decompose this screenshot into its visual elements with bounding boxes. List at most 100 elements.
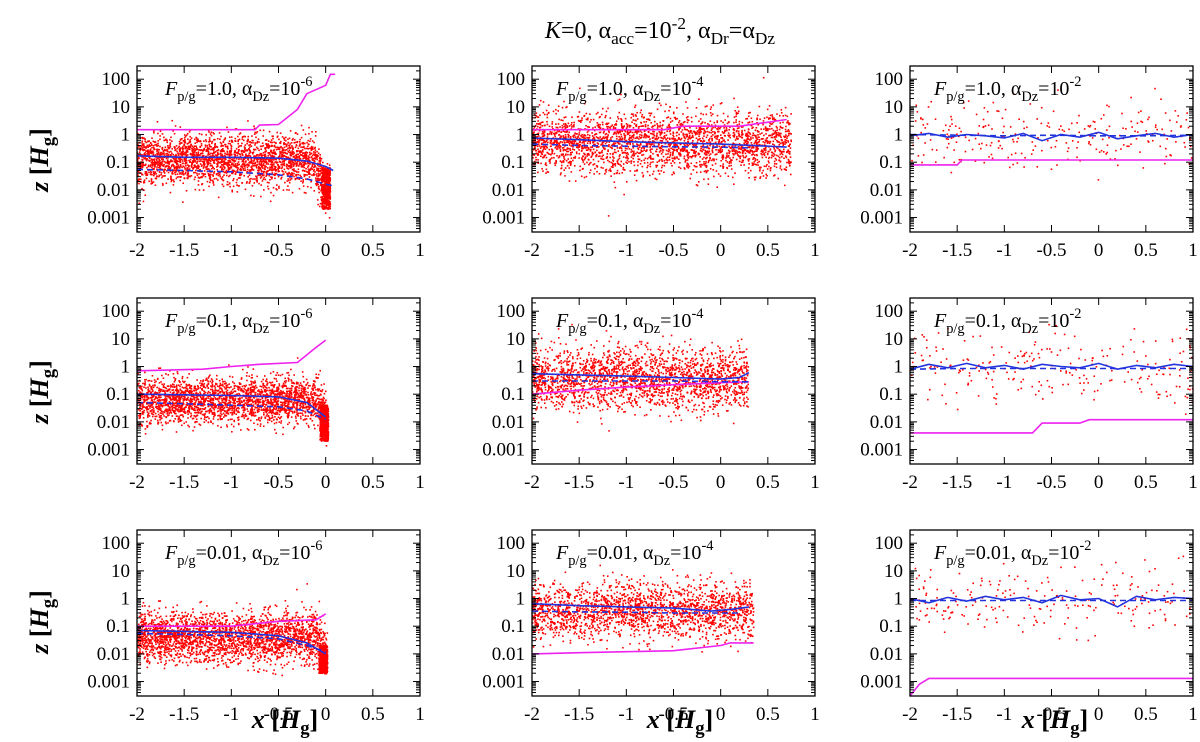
particle-point	[329, 205, 331, 208]
particle-point	[321, 198, 323, 200]
particle-point	[262, 172, 265, 174]
particle-point	[695, 137, 698, 140]
particle-point	[254, 164, 256, 167]
particle-point	[260, 176, 263, 178]
particle-point	[726, 122, 729, 125]
particle-point	[269, 159, 271, 162]
particle-point	[267, 147, 270, 149]
particle-point	[259, 168, 262, 171]
particle-point	[193, 178, 196, 181]
particle-point	[693, 164, 696, 167]
particle-point	[284, 149, 287, 151]
particle-point	[316, 158, 319, 161]
particle-point	[171, 156, 174, 159]
particle-point	[537, 116, 540, 118]
x-tick-label: -0.5	[263, 240, 293, 261]
particle-point	[153, 174, 155, 177]
particle-point	[686, 151, 689, 153]
particle-point	[732, 152, 734, 155]
particle-point	[267, 188, 270, 190]
particle-point	[229, 150, 231, 152]
particle-point	[768, 105, 771, 107]
particle-point	[172, 130, 174, 132]
particle-point	[723, 124, 726, 126]
particle-point	[190, 166, 193, 168]
particle-point	[204, 173, 206, 175]
particle-point	[638, 138, 640, 140]
particle-point	[146, 173, 148, 175]
particle-point	[198, 158, 201, 160]
particle-point	[775, 146, 778, 149]
particle-point	[218, 161, 221, 164]
particle-point	[202, 189, 205, 191]
particle-point	[697, 152, 700, 155]
particle-point	[193, 157, 195, 160]
particle-point	[157, 139, 160, 142]
particle-point	[150, 158, 153, 161]
particle-point	[640, 147, 643, 149]
particle-point	[183, 166, 186, 169]
particle-point	[247, 154, 250, 157]
particle-point	[269, 200, 272, 203]
particle-point	[150, 150, 153, 153]
particle-point	[185, 152, 187, 155]
particle-point	[674, 118, 677, 120]
particle-point	[236, 168, 239, 171]
particle-point	[158, 175, 160, 178]
particle-point	[257, 158, 259, 161]
particle-point	[287, 178, 289, 180]
particle-point	[269, 154, 272, 157]
particle-point	[327, 203, 330, 205]
particle-point	[259, 177, 262, 179]
particle-point	[325, 204, 328, 207]
particle-point	[155, 161, 158, 163]
particle-point	[151, 159, 154, 161]
particle-point	[195, 139, 198, 142]
particle-point	[556, 148, 559, 150]
particle-point	[309, 173, 311, 175]
particle-point	[603, 147, 605, 150]
particle-point	[700, 123, 702, 125]
particle-point	[327, 202, 329, 205]
particle-point	[256, 169, 259, 172]
particle-point	[695, 115, 697, 118]
particle-point	[327, 173, 329, 176]
particle-point	[539, 150, 542, 153]
particle-point	[294, 141, 297, 144]
particle-point	[649, 149, 652, 152]
particle-point	[323, 203, 326, 205]
particle-point	[604, 116, 606, 119]
particle-point	[155, 172, 158, 175]
particle-point	[643, 136, 645, 139]
particle-point	[689, 155, 691, 158]
particle-point	[238, 133, 241, 135]
particle-point	[322, 161, 324, 164]
particle-point	[151, 137, 153, 140]
particle-point	[199, 176, 202, 179]
particle-point	[631, 121, 633, 124]
particle-point	[667, 143, 670, 146]
particle-point	[756, 149, 758, 152]
particle-point	[585, 175, 588, 178]
particle-point	[267, 143, 269, 145]
particle-point	[663, 135, 666, 137]
particle-point	[248, 144, 250, 147]
particle-point	[298, 145, 301, 147]
particle-point	[214, 158, 217, 161]
particle-point	[196, 167, 198, 170]
particle-point	[288, 144, 290, 147]
particle-point	[632, 147, 635, 149]
particle-point	[537, 148, 539, 151]
particle-point	[274, 141, 277, 144]
particle-point	[206, 144, 209, 147]
particle-point	[767, 150, 770, 153]
particle-point	[622, 166, 625, 169]
particle-point	[684, 128, 686, 131]
particle-point	[327, 187, 330, 189]
particle-point	[153, 173, 156, 176]
particle-point	[271, 176, 273, 179]
particle-point	[260, 163, 263, 166]
particle-point	[222, 179, 225, 181]
particle-point	[658, 102, 661, 105]
particle-point	[763, 147, 765, 150]
